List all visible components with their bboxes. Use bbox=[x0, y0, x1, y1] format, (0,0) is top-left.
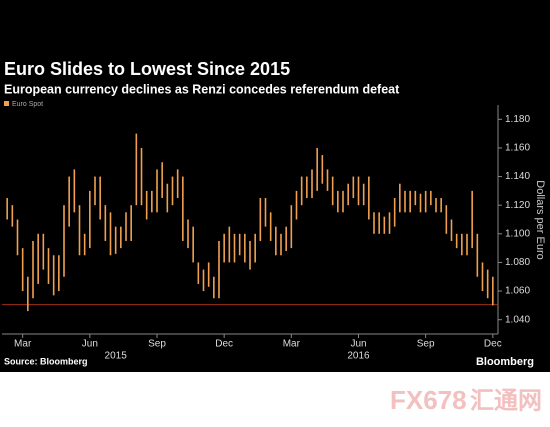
x-tick-label: Sep bbox=[417, 339, 435, 350]
background bbox=[0, 0, 550, 372]
year-label: 2016 bbox=[347, 351, 370, 362]
y-tick-label: 1.100 bbox=[505, 228, 530, 239]
x-tick-label: Dec bbox=[484, 339, 502, 350]
source: Source: Bloomberg bbox=[4, 356, 88, 366]
x-tick-label: Mar bbox=[14, 339, 32, 350]
brand: Bloomberg bbox=[476, 356, 534, 368]
x-tick-label: Sep bbox=[148, 339, 166, 350]
legend-swatch bbox=[4, 101, 9, 106]
x-tick-label: Jun bbox=[82, 339, 98, 350]
watermark: FX678 bbox=[390, 385, 467, 415]
legend-label: Euro Spot bbox=[12, 101, 43, 108]
x-tick-label: Mar bbox=[283, 339, 301, 350]
y-axis-label: Dollars per Euro bbox=[534, 180, 546, 259]
y-tick-label: 1.080 bbox=[505, 257, 530, 268]
y-tick-label: 1.040 bbox=[505, 314, 530, 325]
y-tick-label: 1.140 bbox=[505, 171, 530, 182]
y-tick-label: 1.180 bbox=[505, 114, 530, 125]
y-tick-label: 1.160 bbox=[505, 143, 530, 154]
x-tick-label: Jun bbox=[350, 339, 366, 350]
year-label: 2015 bbox=[105, 351, 128, 362]
chart-subtitle: European currency declines as Renzi conc… bbox=[4, 82, 400, 96]
watermark: 汇通网 bbox=[470, 387, 542, 414]
y-tick-label: 1.120 bbox=[505, 200, 530, 211]
x-tick-label: Dec bbox=[215, 339, 233, 350]
y-tick-label: 1.060 bbox=[505, 286, 530, 297]
chart-title: Euro Slides to Lowest Since 2015 bbox=[4, 59, 290, 79]
